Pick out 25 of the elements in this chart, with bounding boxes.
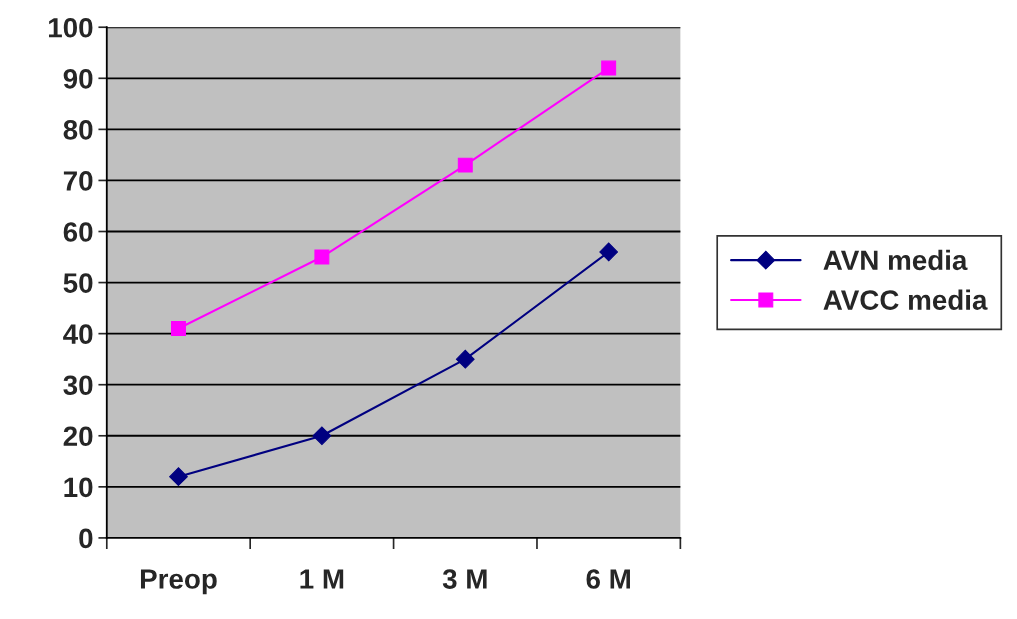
- point: [601, 60, 617, 76]
- legend-label: AVN media: [823, 249, 968, 271]
- y-tick-label: 50: [63, 273, 93, 293]
- x-tick-label: 3 M: [442, 569, 487, 589]
- y-tick-label: 30: [63, 375, 93, 396]
- point: [171, 321, 186, 336]
- y-tick-label: 0: [79, 528, 93, 549]
- x-tick-label: Preop: [140, 569, 217, 595]
- y-tick-label: 100: [49, 17, 93, 38]
- point: [314, 249, 330, 265]
- point: [169, 467, 188, 486]
- point: [455, 349, 475, 369]
- y-tick-label: 40: [63, 324, 93, 344]
- x-tick-label: 6 M: [586, 569, 630, 589]
- point: [457, 157, 473, 173]
- y-tick-label: 80: [63, 120, 93, 140]
- x-tick-label: 1 M: [300, 569, 344, 589]
- legend-label: AVCC media: [823, 289, 988, 310]
- y-tick-label: 10: [64, 477, 93, 498]
- y-tick-label: 90: [63, 68, 93, 89]
- y-tick-label: 60: [63, 222, 93, 242]
- point: [599, 242, 619, 262]
- point: [312, 426, 332, 446]
- y-tick-label: 20: [63, 426, 93, 447]
- y-tick-label: 70: [63, 171, 93, 191]
